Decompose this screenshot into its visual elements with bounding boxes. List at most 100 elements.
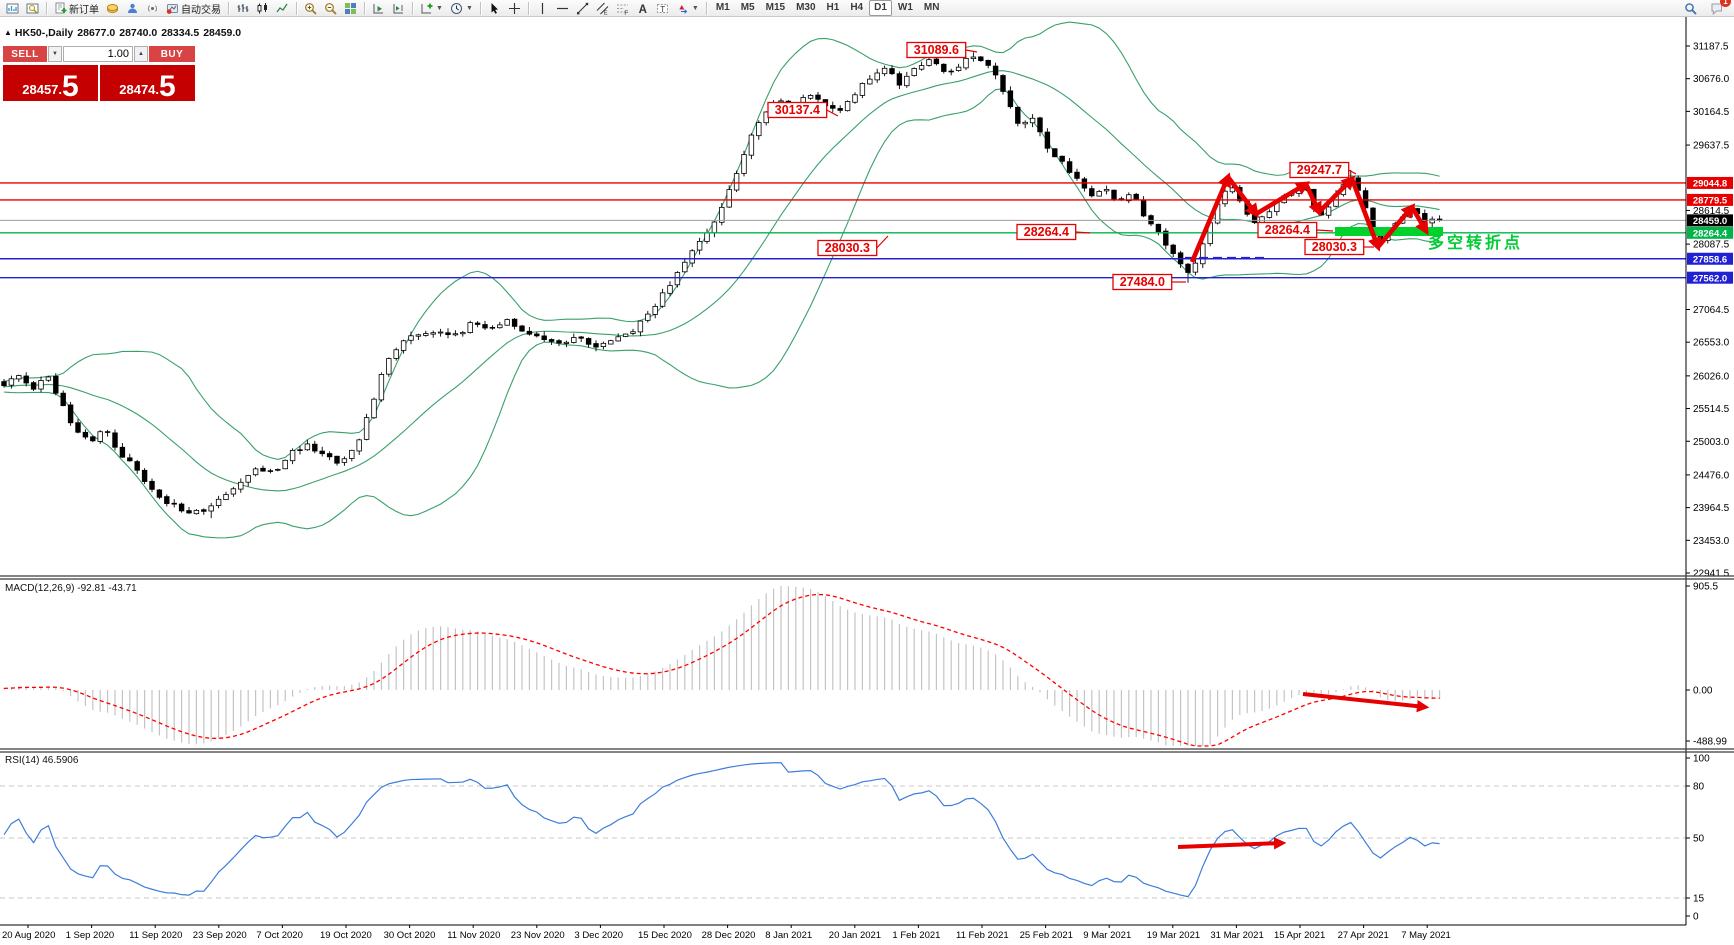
svg-text:27484.0: 27484.0: [1120, 275, 1165, 289]
chart-shift-button[interactable]: [389, 0, 408, 17]
timeframe-mn-button[interactable]: MN: [923, 2, 940, 13]
candle: [630, 328, 636, 336]
price-callout-label[interactable]: 31089.6: [906, 41, 978, 59]
auto-scroll-button[interactable]: [369, 0, 388, 17]
candle: [608, 339, 614, 345]
zoom-in-button[interactable]: [301, 0, 320, 17]
equidistant-channel-button[interactable]: E: [593, 0, 612, 17]
toolbar-button-label: 新订单: [69, 4, 99, 16]
bollinger-bands: [3, 21, 1440, 539]
new-chart-button[interactable]: [3, 0, 22, 17]
tile-windows-button[interactable]: [341, 0, 360, 17]
volume-increase-button[interactable]: ▲: [134, 46, 148, 62]
price-tick-label: 29637.5: [1693, 141, 1730, 152]
timeframe-m5-button[interactable]: M5: [740, 2, 755, 13]
horizontal-line-button[interactable]: [553, 0, 572, 17]
vertical-line-button[interactable]: [533, 0, 552, 17]
timeframe-m15-button[interactable]: M15: [765, 2, 786, 13]
candle: [615, 333, 621, 342]
line-chart-button[interactable]: [273, 0, 292, 17]
candle: [1022, 120, 1028, 129]
zoom-out-button[interactable]: [321, 0, 340, 17]
candle: [252, 467, 259, 477]
cursor-button[interactable]: [485, 0, 504, 17]
macd-axis-label: 905.5: [1693, 582, 1718, 593]
volume-decrease-button[interactable]: ▼: [48, 46, 62, 62]
new-order-button[interactable]: 新订单: [51, 0, 102, 17]
volume-input[interactable]: [63, 46, 133, 62]
sell-button[interactable]: SELL: [3, 46, 47, 62]
chart-profile-icon: [26, 3, 39, 13]
candle: [304, 439, 311, 451]
chart-profile-button[interactable]: [23, 0, 42, 17]
text-button[interactable]: A: [633, 0, 652, 17]
price-callout-label[interactable]: 28264.4: [1257, 221, 1334, 239]
buy-button[interactable]: BUY: [149, 46, 195, 62]
crosshair-button[interactable]: [505, 0, 524, 17]
price-axis[interactable]: 29044.828779.528459.028264.427858.627562…: [0, 17, 1734, 941]
candle: [460, 330, 466, 337]
signals-button[interactable]: [143, 0, 162, 17]
bollinger-upper-band[interactable]: [3, 21, 1440, 461]
text-label-button[interactable]: T: [653, 0, 672, 17]
arrows-button[interactable]: ▼: [673, 0, 702, 17]
svg-text:27562.0: 27562.0: [1693, 273, 1727, 284]
trendline-button[interactable]: [573, 0, 592, 17]
toolbar: 新订单 自动交易 ▼ ▼ E F A T ▼ M1 M5 M15 M30 H1 H4 D1 W1 MN 1: [0, 0, 1734, 17]
expert-advisor-button[interactable]: [123, 0, 142, 17]
collapse-arrow-icon[interactable]: ▲: [4, 28, 12, 37]
price-zigzag-arrow-object[interactable]: [1303, 183, 1322, 217]
candle: [955, 63, 962, 72]
candle: [378, 372, 385, 402]
price-zigzag-arrow-object[interactable]: [1317, 175, 1356, 214]
sell-price-display[interactable]: 28457. 5: [3, 65, 98, 102]
price-callout-label[interactable]: 30137.4: [767, 101, 839, 119]
date-tick-label: 8 Jan 2021: [765, 930, 812, 941]
price-callout-label[interactable]: 29247.7: [1289, 161, 1357, 179]
fibonacci-button[interactable]: F: [613, 0, 632, 17]
timeframe-h4-button[interactable]: H4: [850, 2, 864, 13]
notifications-button[interactable]: 1: [1707, 0, 1731, 17]
chart-note-text[interactable]: 多空转折点: [1428, 235, 1524, 252]
candle: [415, 333, 422, 341]
timeframe-m30-button[interactable]: M30: [796, 2, 816, 13]
price-zigzag-arrow-object[interactable]: [1349, 178, 1382, 252]
timeframe-m1-button[interactable]: M1: [715, 2, 730, 13]
chevron-down-icon: ▼: [465, 4, 473, 12]
price-callout-label[interactable]: 28264.4: [1016, 223, 1091, 241]
candle: [319, 446, 325, 457]
price-callout-label[interactable]: 27484.0: [1112, 273, 1186, 291]
timeframe-h1-button[interactable]: H1: [826, 2, 840, 13]
price-callout-label[interactable]: 28030.3: [817, 235, 889, 257]
periods-button[interactable]: ▼: [447, 0, 476, 17]
expert-advisor-icon: [128, 3, 137, 13]
buy-price-display[interactable]: 28474. 5: [100, 65, 195, 102]
tile-windows-icon: [345, 2, 356, 14]
candlestick-chart-button[interactable]: [253, 0, 272, 17]
deposit-icon: [107, 3, 118, 13]
candle: [881, 65, 888, 77]
price-zigzag-arrow-object[interactable]: [1376, 203, 1416, 249]
candle: [430, 330, 436, 338]
rsi-trend-arrow-object[interactable]: [1177, 837, 1287, 850]
timeframe-d1-button[interactable]: D1: [869, 0, 892, 16]
bar-chart-button[interactable]: [233, 0, 252, 17]
auto-trading-button[interactable]: 自动交易: [163, 0, 224, 17]
chart-ohlc-header[interactable]: ▲ HK50-,Daily 28677.0 28740.0 28334.5 28459.0: [4, 27, 245, 39]
deposit-button[interactable]: [103, 0, 122, 17]
timeframe-w1-button[interactable]: W1: [897, 2, 913, 13]
chart-objects[interactable]: 31089.630137.428030.328264.429247.728264…: [767, 41, 1443, 291]
price-zigzag-arrow-object[interactable]: [1226, 175, 1260, 218]
price-zigzag-arrow-object[interactable]: [1254, 181, 1311, 216]
bollinger-lower-band[interactable]: [3, 88, 1440, 539]
price-zigzag-arrow-object[interactable]: [1410, 205, 1429, 236]
search-button[interactable]: [1681, 0, 1700, 17]
svg-text:31089.6: 31089.6: [914, 43, 959, 57]
macd-trend-arrow-object[interactable]: [1302, 692, 1430, 713]
price-callout-label[interactable]: 28030.3: [1304, 238, 1374, 256]
candle: [874, 68, 880, 83]
indicators-button[interactable]: ▼: [417, 0, 446, 17]
price-zigzag-arrow-object[interactable]: [1189, 172, 1231, 263]
bollinger-middle-band[interactable]: [3, 70, 1440, 492]
